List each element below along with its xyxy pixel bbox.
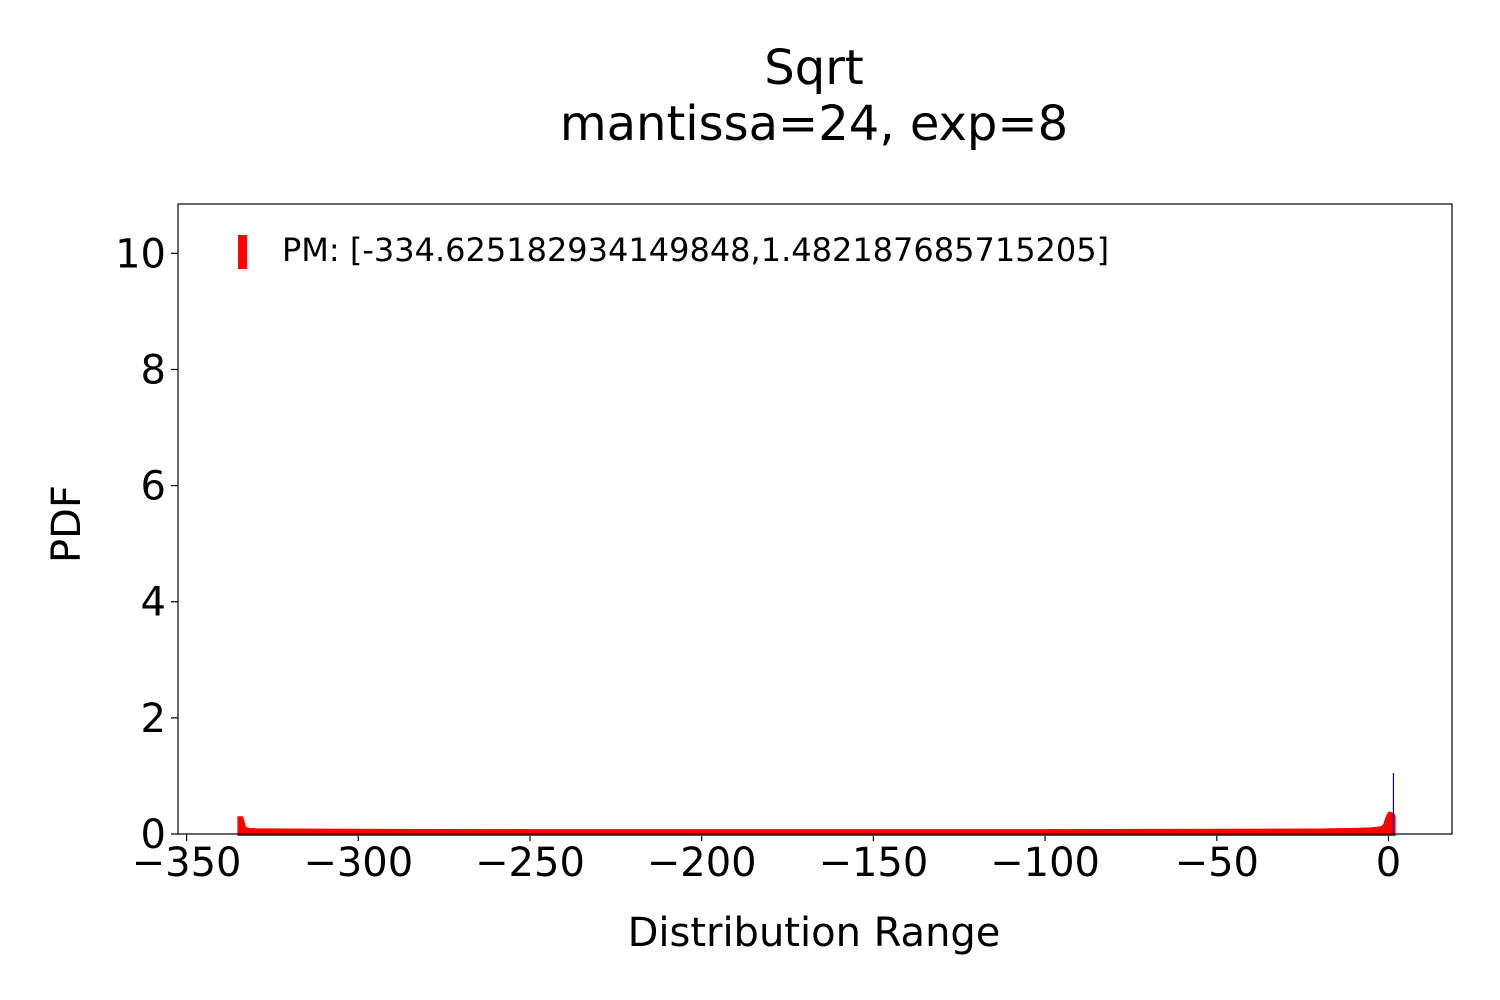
series-pm-area [237,811,1396,836]
y-tick-label: 8 [141,347,166,393]
x-tick-label: −50 [1175,840,1259,886]
x-axis: −350 −300 −250 −200 −150 −100 −50 0 [132,834,1401,886]
x-tick-label: −150 [818,840,928,886]
chart-subtitle: mantissa=24, exp=8 [560,96,1068,152]
y-tick-label: 4 [141,580,166,626]
legend: PM: [-334.625182934149848,1.482187685715… [238,231,1109,269]
plot-area [237,773,1396,836]
y-tick-label: 10 [115,231,166,277]
legend-swatch [238,235,247,269]
y-tick-label: 2 [141,696,166,742]
y-tick-label: 0 [141,812,166,858]
x-tick-label: −100 [990,840,1100,886]
x-tick-label: −200 [647,840,757,886]
plot-frame [177,203,1453,835]
x-tick-label: −250 [475,840,585,886]
chart-title: Sqrt [764,40,864,96]
legend-label: PM: [-334.625182934149848,1.482187685715… [282,231,1109,269]
x-axis-label: Distribution Range [628,910,1001,956]
x-tick-label: 0 [1376,840,1401,886]
y-axis-label: PDF [44,485,90,563]
x-tick-label: −350 [132,840,242,886]
x-tick-label: −300 [303,840,413,886]
y-axis: 0 2 4 6 8 10 [115,231,178,858]
y-tick-label: 6 [141,464,166,510]
